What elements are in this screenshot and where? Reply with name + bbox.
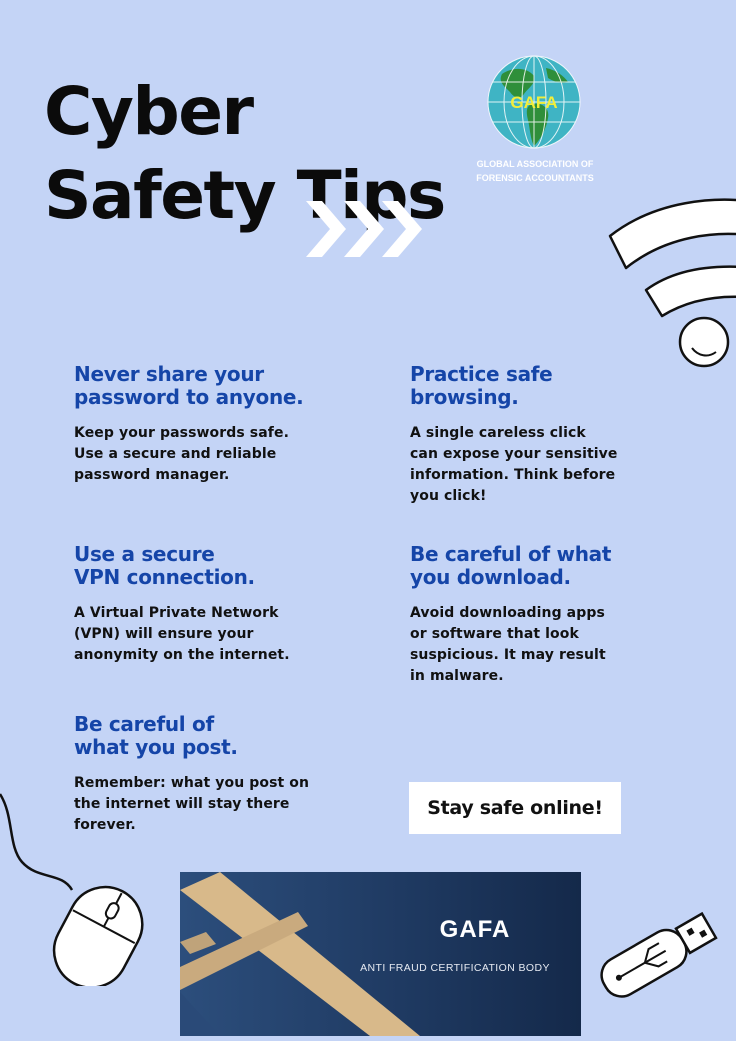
tip-vpn: Use a secure VPN connection. A Virtual P… xyxy=(74,543,374,666)
tip-download: Be careful of what you download. Avoid d… xyxy=(410,543,710,687)
tip-heading: Practice safe browsing. xyxy=(410,363,710,409)
tip-heading: Be careful of what you download. xyxy=(410,543,710,589)
chevron-arrows-icon xyxy=(306,201,422,257)
tip-heading-line: VPN connection. xyxy=(74,565,255,589)
tip-body: Keep your passwords safe. Use a secure a… xyxy=(74,423,374,486)
tip-heading-line: browsing. xyxy=(410,385,519,409)
tip-body-line: (VPN) will ensure your xyxy=(74,626,254,642)
tip-body-line: password manager. xyxy=(74,467,230,483)
tip-heading-line: Use a secure xyxy=(74,542,215,566)
title-line-2: Safety Tips xyxy=(44,157,446,234)
tip-body-line: suspicious. It may result xyxy=(410,647,606,663)
banner-title: GAFA xyxy=(439,916,511,943)
tip-body: Avoid downloading apps or software that … xyxy=(410,603,710,687)
tip-body-line: forever. xyxy=(74,817,136,833)
usb-drive-icon xyxy=(600,911,718,998)
tip-body-line: Remember: what you post on xyxy=(74,775,310,791)
globe-logo-icon: GAFA xyxy=(487,55,581,149)
tip-browsing: Practice safe browsing. A single careles… xyxy=(410,363,710,507)
title-line-1: Cyber xyxy=(44,73,254,150)
tip-body-line: Use a secure and reliable xyxy=(74,446,277,462)
tip-body: A single careless click can expose your … xyxy=(410,423,710,507)
tip-heading: Never share your password to anyone. xyxy=(74,363,374,409)
tip-body: A Virtual Private Network (VPN) will ens… xyxy=(74,603,374,666)
tip-body-line: A single careless click xyxy=(410,425,586,441)
banner-subtitle: ANTI FRAUD CERTIFICATION BODY xyxy=(360,962,550,974)
tip-body-line: the internet will stay there xyxy=(74,796,290,812)
tip-heading: Use a secure VPN connection. xyxy=(74,543,374,589)
tip-body-line: Avoid downloading apps xyxy=(410,605,605,621)
tip-heading-line: Never share your xyxy=(74,362,264,386)
tip-body-line: Keep your passwords safe. xyxy=(74,425,289,441)
tip-heading-line: password to anyone. xyxy=(74,385,304,409)
tip-post: Be careful of what you post. Remember: w… xyxy=(74,713,374,836)
computer-mouse-icon xyxy=(0,793,144,986)
tip-body-line: you click! xyxy=(410,488,487,504)
logo-text: GAFA xyxy=(510,93,557,112)
tip-body: Remember: what you post on the internet … xyxy=(74,773,374,836)
page-title: Cyber Safety Tips xyxy=(44,70,446,238)
tip-heading-line: Be careful of what xyxy=(410,542,612,566)
tip-body-line: in malware. xyxy=(410,668,504,684)
tip-body-line: can expose your sensitive xyxy=(410,446,618,462)
org-name: GLOBAL ASSOCIATION OF FORENSIC ACCOUNTAN… xyxy=(476,159,594,183)
banner-decoration xyxy=(180,872,420,1036)
tip-heading-line: Practice safe xyxy=(410,362,553,386)
tip-heading-line: Be careful of xyxy=(74,712,214,736)
tip-body-line: anonymity on the internet. xyxy=(74,647,290,663)
tip-body-line: information. Think before xyxy=(410,467,616,483)
gafa-banner: GAFA ANTI FRAUD CERTIFICATION BODY xyxy=(180,872,581,1036)
tip-heading: Be careful of what you post. xyxy=(74,713,374,759)
tip-body-line: or software that look xyxy=(410,626,579,642)
stay-safe-label: Stay safe online! xyxy=(409,782,621,834)
tip-password: Never share your password to anyone. Kee… xyxy=(74,363,374,486)
tip-heading-line: what you post. xyxy=(74,735,238,759)
tip-heading-line: you download. xyxy=(410,565,571,589)
wifi-icon xyxy=(608,198,736,368)
tip-body-line: A Virtual Private Network xyxy=(74,605,279,621)
